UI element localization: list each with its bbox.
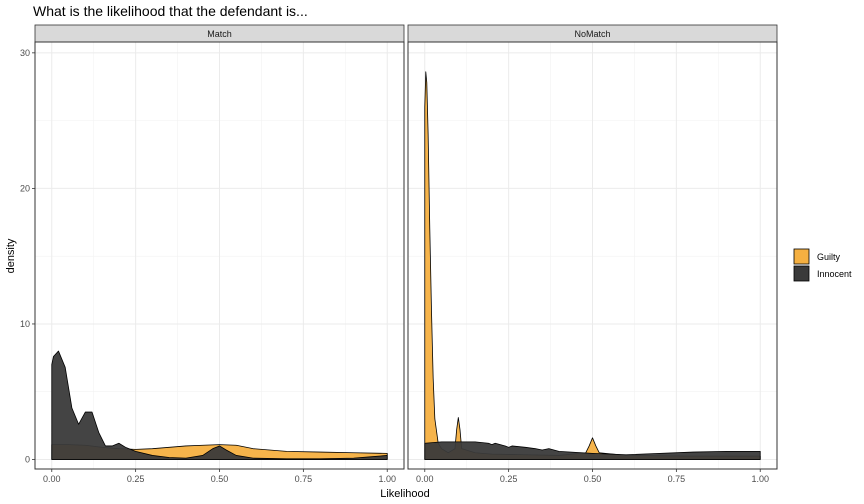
density-area-innocent xyxy=(51,350,388,460)
y-tick-label: 10 xyxy=(20,319,30,329)
density-area-guilty xyxy=(424,71,761,460)
panel-match: Match 0.00 0.25 0.50 0.75 1.00 xyxy=(34,24,405,484)
density-area-innocent xyxy=(424,441,761,460)
strip-label: Match xyxy=(207,29,232,39)
x-tick-label: 0.25 xyxy=(127,474,145,484)
x-axis-title: Likelihood xyxy=(380,488,430,500)
y-axis: 0 10 20 30 xyxy=(20,48,35,465)
x-tick-label: 0.75 xyxy=(668,474,686,484)
y-tick-label: 20 xyxy=(20,183,30,193)
x-tick-label: 0.50 xyxy=(211,474,229,484)
legend-label-innocent: Innocent xyxy=(817,269,852,279)
x-tick-label: 0.50 xyxy=(584,474,602,484)
x-tick-label: 1.00 xyxy=(751,474,769,484)
legend: Guilty Innocent xyxy=(793,248,852,282)
strip-label: NoMatch xyxy=(574,29,610,39)
y-tick-label: 30 xyxy=(20,48,30,58)
y-axis-title: density xyxy=(5,238,17,273)
x-tick-label: 0.75 xyxy=(295,474,313,484)
legend-key-innocent xyxy=(793,265,810,282)
x-tick-label: 1.00 xyxy=(378,474,396,484)
y-tick-label: 0 xyxy=(25,455,30,465)
legend-label-guilty: Guilty xyxy=(817,252,841,262)
x-tick-label: 0.00 xyxy=(43,474,61,484)
x-tick-label: 0.00 xyxy=(416,474,434,484)
legend-key-guilty xyxy=(793,248,810,265)
chart-title: What is the likelihood that the defendan… xyxy=(33,3,308,19)
panel-nomatch: NoMatch 0.00 0.25 0.50 0.75 1.00 xyxy=(407,24,778,484)
panels-group: Match 0.00 0.25 0.50 0.75 1.00 NoMatch 0.00 0.25… xyxy=(34,24,778,484)
x-tick-label: 0.25 xyxy=(500,474,518,484)
